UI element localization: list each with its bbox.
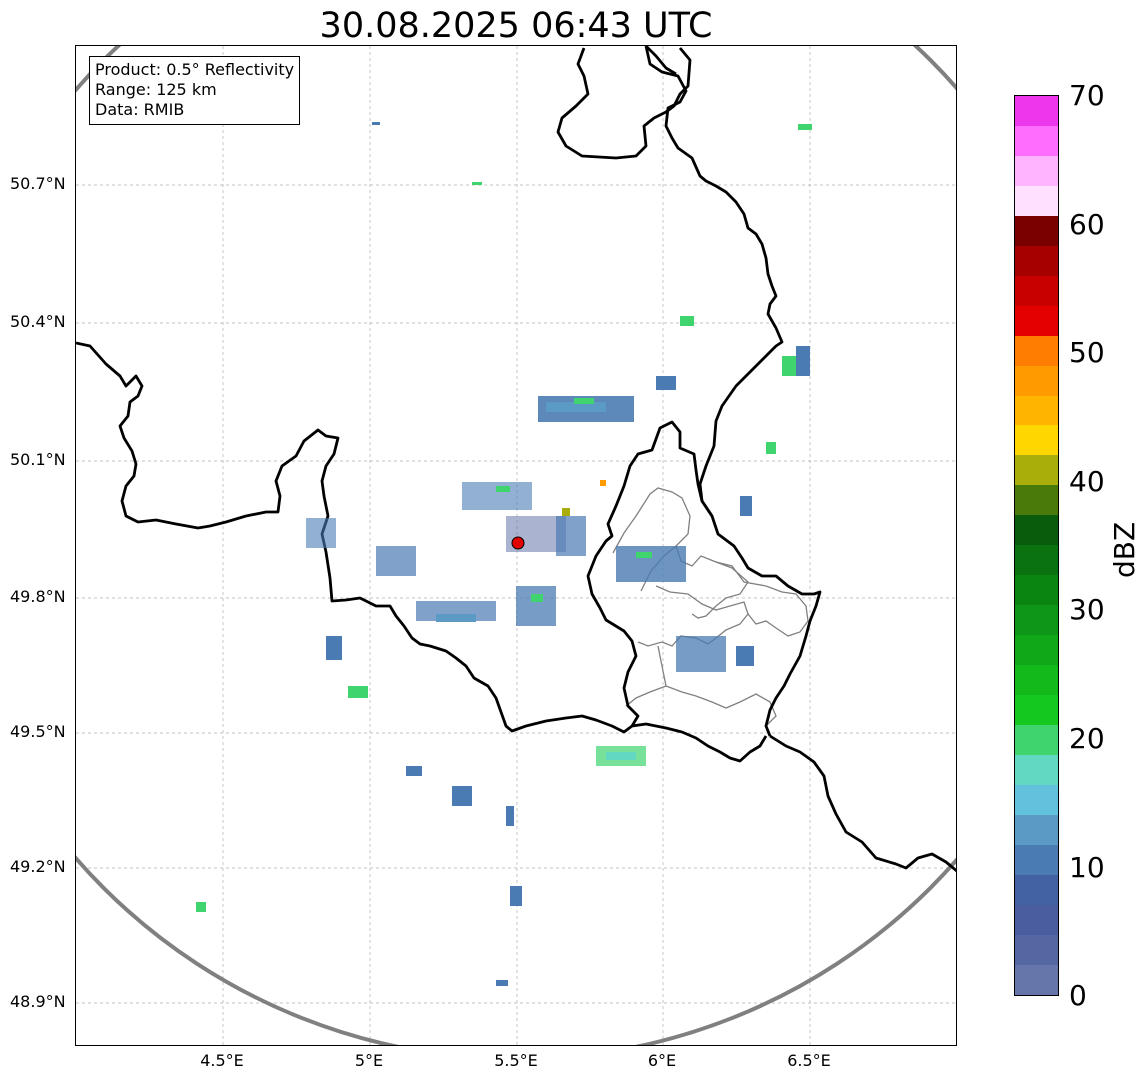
colorbar-segment (1015, 515, 1058, 546)
colorbar-segment (1015, 215, 1058, 246)
colorbar-segment (1015, 665, 1058, 696)
lat-label: 49.5°N (10, 722, 66, 741)
product-label: Product: 0.5° Reflectivity (95, 60, 295, 79)
colorbar (1014, 95, 1059, 996)
colorbar-segment (1015, 155, 1058, 186)
colorbar-segment (1015, 125, 1058, 156)
colorbar-tick-label: 60 (1069, 208, 1105, 241)
colorbar-segment (1015, 365, 1058, 396)
lat-label: 50.1°N (10, 450, 66, 469)
data-source-label: Data: RMIB (95, 100, 185, 119)
colorbar-segment (1015, 814, 1058, 845)
colorbar-segment (1015, 784, 1058, 815)
colorbar-tick-label: 70 (1069, 79, 1105, 112)
colorbar-segment (1015, 545, 1058, 576)
lat-label: 48.9°N (10, 992, 66, 1011)
radar-map[interactable] (75, 45, 957, 1046)
range-label: Range: 125 km (95, 80, 217, 99)
colorbar-tick-label: 50 (1069, 336, 1105, 369)
colorbar-segment (1015, 185, 1058, 216)
colorbar-segment (1015, 395, 1058, 426)
colorbar-segment (1015, 874, 1058, 905)
colorbar-segment (1015, 425, 1058, 456)
colorbar-tick-label: 40 (1069, 465, 1105, 498)
colorbar-segment (1015, 754, 1058, 785)
colorbar-segment (1015, 575, 1058, 606)
lon-label: 6.5°E (787, 1051, 831, 1070)
colorbar-segment (1015, 934, 1058, 965)
colorbar-segment (1015, 96, 1058, 126)
colorbar-tick-label: 0 (1069, 979, 1087, 1012)
radar-site-marker (511, 536, 525, 550)
colorbar-segment (1015, 844, 1058, 875)
product-info-box: Product: 0.5° Reflectivity Range: 125 km… (89, 56, 301, 125)
lon-label: 4.5°E (200, 1051, 244, 1070)
colorbar-segment (1015, 695, 1058, 726)
lon-label: 5.5°E (494, 1051, 538, 1070)
lat-label: 50.4°N (10, 312, 66, 331)
reflectivity-echoes (196, 122, 812, 986)
colorbar-segment (1015, 605, 1058, 636)
colorbar-segment (1015, 455, 1058, 486)
colorbar-tick-label: 20 (1069, 722, 1105, 755)
map-canvas (76, 46, 956, 1045)
district-boundaries (612, 487, 809, 727)
colorbar-segment (1015, 725, 1058, 755)
colorbar-tick-label: 10 (1069, 851, 1105, 884)
lat-label: 50.7°N (10, 174, 66, 193)
lat-label: 49.8°N (10, 587, 66, 606)
lon-label: 6°E (647, 1051, 677, 1070)
map-title: 30.08.2025 06:43 UTC (319, 6, 713, 46)
colorbar-tick-label: 30 (1069, 593, 1105, 626)
country-borders (76, 46, 956, 873)
colorbar-segment (1015, 964, 1058, 995)
lon-label: 5°E (354, 1051, 384, 1070)
colorbar-segment (1015, 335, 1058, 366)
colorbar-segment (1015, 305, 1058, 336)
lat-label: 49.2°N (10, 857, 66, 876)
colorbar-segment (1015, 485, 1058, 516)
colorbar-title: dBZ (1108, 521, 1141, 578)
colorbar-segment (1015, 275, 1058, 306)
colorbar-segment (1015, 635, 1058, 666)
colorbar-segment (1015, 904, 1058, 935)
colorbar-segment (1015, 245, 1058, 276)
